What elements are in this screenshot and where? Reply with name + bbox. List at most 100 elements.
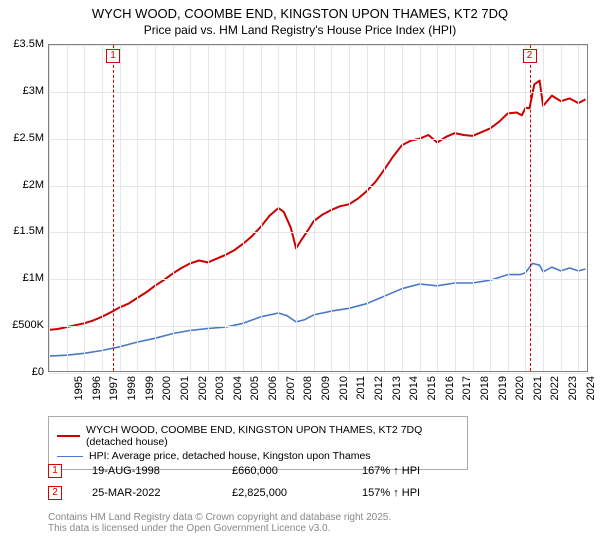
transaction-marker-badge: 2 [48, 486, 62, 500]
chart-title-line2: Price paid vs. HM Land Registry's House … [0, 21, 600, 37]
attribution-line-2: This data is licensed under the Open Gov… [48, 523, 391, 534]
gridline-vertical [314, 45, 315, 371]
gridline-vertical [508, 45, 509, 371]
x-axis-tick-label: 2022 [549, 376, 561, 406]
x-axis-tick-label: 2015 [426, 376, 438, 406]
gridline-vertical [367, 45, 368, 371]
gridline-vertical [208, 45, 209, 371]
transaction-date: 19-AUG-1998 [92, 465, 202, 477]
gridline-vertical [402, 45, 403, 371]
x-axis-tick-label: 2019 [497, 376, 509, 406]
gridline-vertical [420, 45, 421, 371]
y-axis-tick-label: £500K [2, 319, 44, 331]
attribution-line-1: Contains HM Land Registry data © Crown c… [48, 512, 391, 523]
gridline-vertical [137, 45, 138, 371]
x-axis-tick-label: 2018 [479, 376, 491, 406]
gridline-vertical [437, 45, 438, 371]
gridline-vertical [173, 45, 174, 371]
transaction-marker-badge: 1 [106, 49, 120, 63]
transaction-marker-line [530, 45, 531, 371]
gridline-horizontal [49, 279, 587, 280]
x-axis-tick-label: 2009 [320, 376, 332, 406]
legend-entry: HPI: Average price, detached house, King… [57, 450, 459, 462]
gridline-vertical [190, 45, 191, 371]
gridline-horizontal [49, 326, 587, 327]
x-axis-tick-label: 1998 [126, 376, 138, 406]
gridline-horizontal [49, 45, 587, 46]
gridline-horizontal [49, 232, 587, 233]
legend-swatch [57, 456, 83, 457]
gridline-vertical [225, 45, 226, 371]
y-axis-tick-label: £1.5M [2, 225, 44, 237]
legend-swatch [57, 435, 80, 437]
gridline-vertical [49, 45, 50, 371]
legend-label: WYCH WOOD, COOMBE END, KINGSTON UPON THA… [86, 424, 459, 448]
transaction-marker-badge: 1 [48, 464, 62, 478]
x-axis-tick-label: 2012 [373, 376, 385, 406]
y-axis-tick-label: £0 [2, 366, 44, 378]
gridline-horizontal [49, 186, 587, 187]
legend-box: WYCH WOOD, COOMBE END, KINGSTON UPON THA… [48, 416, 468, 470]
transaction-row: 1 19-AUG-1998 £660,000 167% ↑ HPI [48, 464, 420, 478]
x-axis-tick-label: 2013 [391, 376, 403, 406]
x-axis-tick-label: 2016 [444, 376, 456, 406]
x-axis-tick-label: 2017 [461, 376, 473, 406]
transaction-row: 2 25-MAR-2022 £2,825,000 157% ↑ HPI [48, 486, 420, 500]
gridline-vertical [331, 45, 332, 371]
series-line-hpi [49, 263, 586, 356]
gridline-vertical [455, 45, 456, 371]
gridline-vertical [261, 45, 262, 371]
x-axis-tick-label: 1996 [91, 376, 103, 406]
gridline-horizontal [49, 92, 587, 93]
x-axis-tick-label: 2011 [355, 376, 367, 406]
gridline-vertical [243, 45, 244, 371]
x-axis-tick-label: 2024 [585, 376, 597, 406]
transaction-marker-line [113, 45, 114, 371]
transaction-price: £660,000 [232, 465, 332, 477]
gridline-vertical [67, 45, 68, 371]
x-axis-tick-label: 1999 [144, 376, 156, 406]
gridline-vertical [102, 45, 103, 371]
gridline-vertical [543, 45, 544, 371]
gridline-vertical [120, 45, 121, 371]
x-axis-tick-label: 2023 [567, 376, 579, 406]
x-axis-tick-label: 2001 [179, 376, 191, 406]
x-axis-tick-label: 2004 [232, 376, 244, 406]
x-axis-tick-label: 1997 [108, 376, 120, 406]
x-axis-tick-label: 2006 [267, 376, 279, 406]
gridline-vertical [525, 45, 526, 371]
legend-label: HPI: Average price, detached house, King… [89, 450, 371, 462]
gridline-vertical [349, 45, 350, 371]
transaction-marker-badge: 2 [523, 49, 537, 63]
transaction-price: £2,825,000 [232, 487, 332, 499]
x-axis-tick-label: 2002 [197, 376, 209, 406]
gridline-horizontal [49, 139, 587, 140]
x-axis-tick-label: 2005 [249, 376, 261, 406]
y-axis-tick-label: £2M [2, 179, 44, 191]
gridline-vertical [490, 45, 491, 371]
transaction-hpi-delta: 167% ↑ HPI [362, 465, 420, 477]
x-axis-tick-label: 2003 [214, 376, 226, 406]
plot-area: 12 [48, 44, 588, 372]
x-axis-tick-label: 2008 [302, 376, 314, 406]
gridline-vertical [561, 45, 562, 371]
x-axis-tick-label: 2007 [285, 376, 297, 406]
x-axis-tick-label: 2020 [514, 376, 526, 406]
gridline-vertical [384, 45, 385, 371]
gridline-vertical [578, 45, 579, 371]
gridline-vertical [296, 45, 297, 371]
y-axis-tick-label: £1M [2, 272, 44, 284]
x-axis-tick-label: 2014 [408, 376, 420, 406]
chart-container: WYCH WOOD, COOMBE END, KINGSTON UPON THA… [0, 0, 600, 560]
chart-title-line1: WYCH WOOD, COOMBE END, KINGSTON UPON THA… [0, 0, 600, 21]
y-axis-tick-label: £3.5M [2, 38, 44, 50]
y-axis-tick-label: £2.5M [2, 132, 44, 144]
series-line-price_paid [49, 81, 586, 330]
transaction-hpi-delta: 157% ↑ HPI [362, 487, 420, 499]
y-axis-tick-label: £3M [2, 85, 44, 97]
transaction-date: 25-MAR-2022 [92, 487, 202, 499]
gridline-vertical [155, 45, 156, 371]
x-axis-tick-label: 2021 [532, 376, 544, 406]
gridline-vertical [473, 45, 474, 371]
attribution-text: Contains HM Land Registry data © Crown c… [48, 512, 391, 534]
